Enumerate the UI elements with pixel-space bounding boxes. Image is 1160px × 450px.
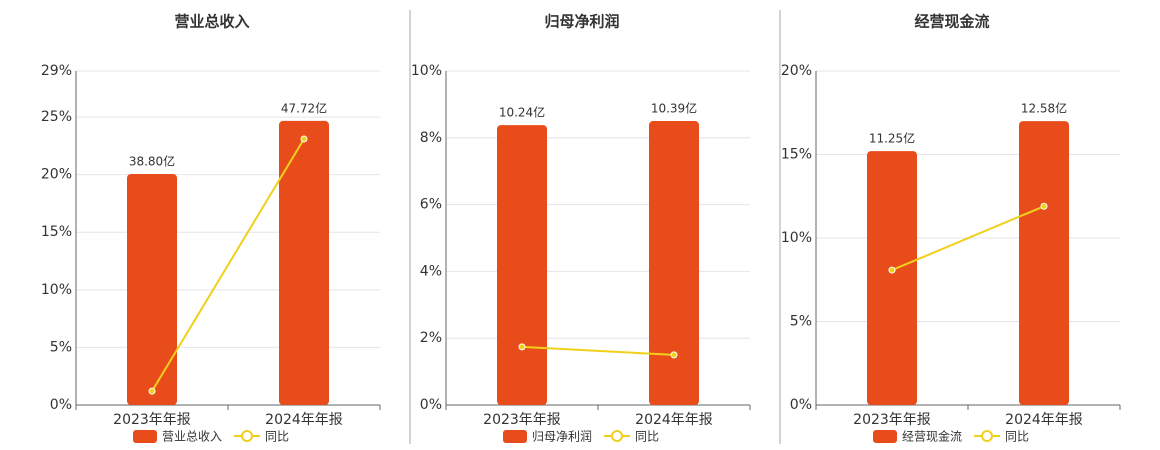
y-tick-label: 5% [790, 314, 812, 330]
chart-title: 营业总收入 [174, 13, 249, 31]
legend-label: 同比 [1005, 430, 1029, 444]
y-tick-label: 0% [420, 397, 442, 413]
y-tick-label: 20% [781, 63, 812, 79]
line [151, 138, 305, 392]
point [518, 343, 526, 351]
y-tick-label: 6% [420, 197, 442, 213]
x-tick-label: 2024年年报 [1005, 412, 1083, 428]
bar [867, 151, 917, 405]
legend-marker [981, 430, 994, 442]
y-tick-label: 20% [41, 167, 72, 183]
value-label: 11.25亿 [869, 131, 915, 146]
x-tick-label: 2024年年报 [265, 412, 343, 428]
chart-title: 经营现金流 [914, 13, 989, 31]
y-tick-label: 10% [411, 63, 442, 79]
y-tick-label: 10% [41, 282, 72, 298]
value-label: 10.24亿 [499, 105, 545, 120]
y-tick-label: 25% [41, 109, 72, 125]
line [891, 205, 1045, 271]
bar [1019, 121, 1069, 405]
legend-label: 营业总收入 [162, 430, 222, 444]
y-tick-label: 4% [420, 263, 442, 279]
point [670, 351, 678, 359]
y-tick-label: 29% [41, 63, 72, 79]
y-tick-label: 2% [420, 330, 442, 346]
y-tick-label: 10% [781, 230, 812, 246]
x-tick-label: 2024年年报 [635, 412, 713, 428]
x-tick-label: 2023年年报 [113, 412, 191, 428]
point [300, 135, 308, 143]
x-tick-label: 2023年年报 [483, 412, 561, 428]
point [888, 266, 896, 274]
y-tick-label: 8% [420, 130, 442, 146]
y-tick-label: 5% [50, 339, 72, 355]
value-label: 38.80亿 [129, 153, 175, 168]
value-label: 10.39亿 [651, 101, 697, 116]
line [521, 345, 675, 356]
chart-title: 归母净利润 [544, 13, 619, 31]
legend-marker [611, 430, 624, 442]
legend-label: 经营现金流 [902, 429, 962, 444]
y-tick-label: 15% [781, 147, 812, 163]
legend-swatch [133, 430, 157, 443]
bar [649, 121, 699, 405]
legend-label: 同比 [635, 430, 659, 444]
y-tick-label: 15% [41, 224, 72, 240]
y-tick-label: 0% [790, 397, 812, 413]
legend-swatch [503, 430, 527, 443]
y-tick-label: 0% [50, 397, 72, 413]
value-label: 12.58亿 [1021, 101, 1067, 116]
bar [127, 173, 177, 405]
legend-label: 归母净利润 [532, 430, 592, 444]
point [148, 387, 156, 395]
x-tick-label: 2023年年报 [853, 412, 931, 428]
point [1040, 202, 1048, 210]
value-label: 47.72亿 [281, 100, 327, 115]
bar [497, 125, 547, 406]
legend-swatch [873, 430, 897, 443]
legend-label: 同比 [265, 430, 289, 444]
legend-marker [241, 430, 254, 442]
bar [279, 120, 329, 405]
